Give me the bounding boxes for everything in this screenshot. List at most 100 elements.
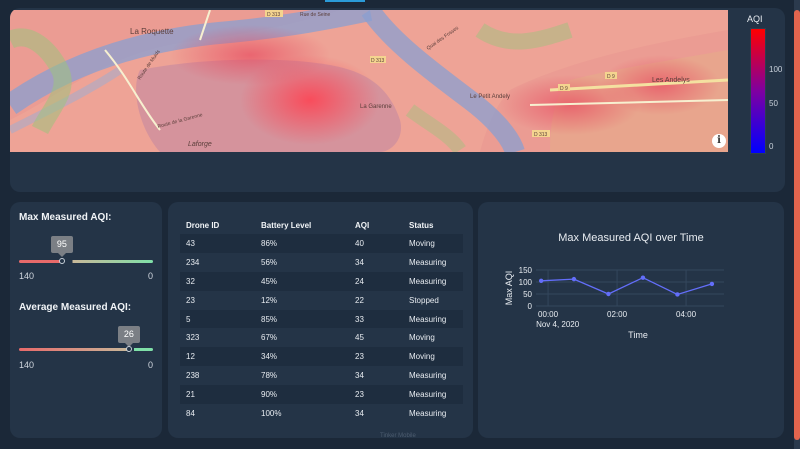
max-aqi-value-tooltip: 95 [50, 236, 73, 257]
map-label: Le Petit Andely [470, 94, 510, 100]
column-header-battery-level[interactable]: Battery Level [261, 220, 312, 230]
road-label: D 313 [267, 12, 281, 18]
y-tick-label: 150 [519, 266, 533, 275]
column-header-aqi[interactable]: AQI [355, 220, 370, 230]
data-point [606, 291, 611, 297]
cell-aqi: 40 [349, 234, 403, 253]
cell-battery-level: 90% [255, 385, 349, 405]
map-label: Les Andelys [652, 77, 690, 84]
road-label: D 313 [371, 58, 385, 64]
cell-drone-id: 323 [180, 328, 255, 348]
x-date-label: Nov 4, 2020 [536, 320, 580, 329]
cell-battery-level: 100% [255, 404, 349, 423]
table-row[interactable]: 21 90% 23 Measuring [180, 385, 463, 405]
table-row[interactable]: 238 78% 34 Measuring [180, 366, 463, 386]
y-tick-label: 50 [523, 290, 532, 299]
map-svg[interactable]: La Roquette Route de Muids Route de la G… [10, 10, 728, 152]
aqi-colorbar [750, 28, 766, 154]
cell-aqi: 33 [349, 309, 403, 329]
colorbar-tick: 0 [769, 142, 774, 151]
x-tick-label: 04:00 [676, 310, 697, 319]
map-card: La Roquette Route de Muids Route de la G… [10, 8, 785, 192]
table-row[interactable]: 32 45% 24 Measuring [180, 271, 463, 291]
cell-battery-level: 34% [255, 347, 349, 367]
table-row[interactable]: 323 67% 45 Moving [180, 328, 463, 348]
top-accent-bar [325, 0, 365, 2]
data-point [709, 281, 715, 287]
cell-status: Measuring [403, 366, 463, 386]
aqi-chart-card: Max Measured AQI over Time 0 50 100 150 00:0… [478, 202, 784, 438]
cell-aqi: 23 [349, 385, 403, 405]
drone-table-card: Drone ID Battery Level AQI Status 43 86% 4… [168, 202, 473, 438]
gauges-card: Max Measured AQI: 95 140 0 Average Measu… [10, 202, 162, 438]
cell-drone-id: 43 [180, 234, 255, 253]
x-tick-label: 00:00 [538, 310, 559, 319]
cell-battery-level: 12% [255, 290, 349, 310]
road-label: D 9 [607, 74, 615, 80]
cell-aqi: 45 [349, 328, 403, 348]
drone-table: Drone ID Battery Level AQI Status 43 86% 4… [180, 216, 463, 423]
colorbar-title: AQI [747, 14, 763, 24]
table-row[interactable]: 234 56% 34 Measuring [180, 252, 463, 272]
cell-status: Moving [403, 347, 463, 367]
table-body: 43 86% 40 Moving 234 56% 34 Measuring 32 45% 24 Mea… [180, 234, 463, 423]
cell-aqi: 34 [349, 366, 403, 386]
column-header-status[interactable]: Status [409, 220, 434, 230]
table-row[interactable]: 23 12% 22 Stopped [180, 290, 463, 310]
table-row[interactable]: 43 86% 40 Moving [180, 234, 463, 253]
map-label: Rue de Seine [300, 12, 331, 18]
cell-status: Moving [403, 328, 463, 348]
cell-battery-level: 85% [255, 309, 349, 329]
cell-aqi: 24 [349, 271, 403, 291]
colorbar-tick: 50 [769, 99, 778, 108]
cell-status: Measuring [403, 252, 463, 272]
x-axis-title: Time [628, 330, 648, 340]
cell-drone-id: 238 [180, 366, 255, 386]
max-aqi-label: Max Measured AQI: [19, 212, 112, 223]
cell-status: Measuring [403, 271, 463, 291]
table-row[interactable]: 84 100% 34 Measuring [180, 404, 463, 423]
scrollbar-thumb[interactable] [794, 10, 800, 440]
max-aqi-slider-handle[interactable] [58, 258, 65, 264]
map-label: La Roquette [130, 27, 174, 36]
aqi-heatmap[interactable]: La Roquette Route de Muids Route de la G… [10, 10, 728, 152]
cell-status: Moving [403, 234, 463, 253]
max-aqi-slider[interactable] [19, 260, 153, 263]
cell-drone-id: 84 [180, 404, 255, 423]
cell-drone-id: 32 [180, 271, 255, 291]
max-aqi-max: 0 [148, 271, 154, 281]
y-axis-title: Max AQI [504, 271, 514, 306]
table-row[interactable]: 5 85% 33 Measuring [180, 309, 463, 329]
cell-drone-id: 21 [180, 385, 255, 405]
cell-battery-level: 56% [255, 252, 349, 272]
cell-battery-level: 78% [255, 366, 349, 386]
cell-battery-level: 67% [255, 328, 349, 348]
cell-aqi: 34 [349, 404, 403, 423]
table-header-row: Drone ID Battery Level AQI Status [180, 216, 463, 234]
map-label: Laforge [188, 141, 212, 148]
footer-text: Tinker Mobile [380, 433, 416, 439]
avg-aqi-max: 0 [148, 360, 154, 370]
cell-battery-level: 45% [255, 271, 349, 291]
colorbar-tick: 100 [769, 65, 783, 74]
max-aqi-min: 140 [19, 271, 35, 281]
avg-aqi-slider-handle[interactable] [125, 346, 132, 352]
table-row[interactable]: 12 34% 23 Moving [180, 347, 463, 367]
y-tick-label: 100 [519, 278, 533, 287]
data-point [675, 292, 680, 297]
cell-aqi: 34 [349, 252, 403, 272]
avg-aqi-slider[interactable] [19, 348, 153, 351]
cell-battery-level: 86% [255, 234, 349, 253]
cell-drone-id: 5 [180, 309, 255, 329]
cell-aqi: 22 [349, 290, 403, 310]
cell-status: Stopped [403, 290, 463, 310]
cell-status: Measuring [403, 404, 463, 423]
road-label: D 313 [534, 132, 548, 138]
map-info-icon[interactable]: i [712, 134, 726, 148]
x-tick-label: 02:00 [607, 310, 628, 319]
avg-aqi-label: Average Measured AQI: [19, 302, 132, 313]
cell-status: Measuring [403, 309, 463, 329]
column-header-drone-id[interactable]: Drone ID [186, 220, 220, 230]
series-line [541, 276, 713, 296]
